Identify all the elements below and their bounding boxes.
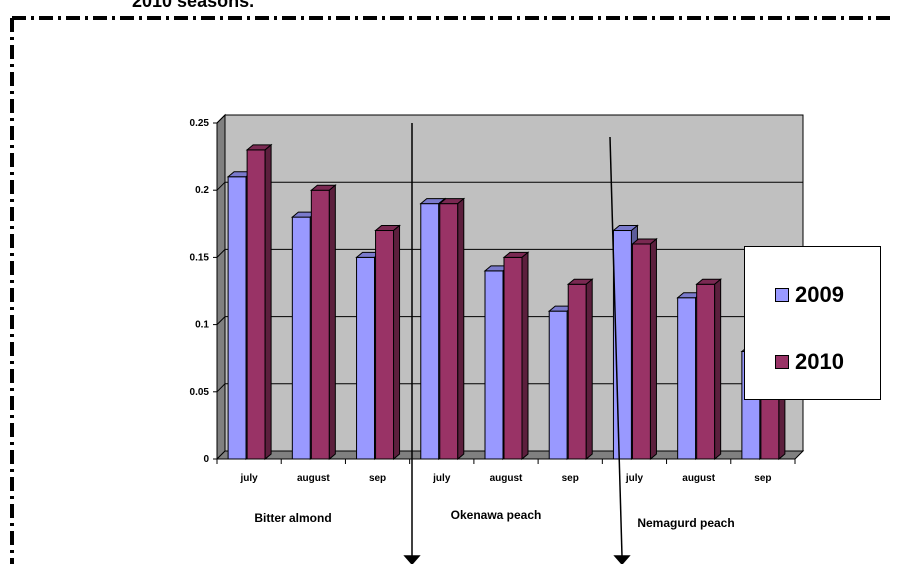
x-tick-label: july: [239, 473, 258, 484]
x-tick-label: sep: [369, 473, 386, 484]
chart-frame: [10, 16, 892, 564]
bar-front: [484, 270, 504, 460]
bar-2010-1: [309, 184, 337, 461]
bar-front: [439, 203, 459, 460]
bar-front: [567, 283, 587, 460]
group-label: Bitter almond: [254, 511, 331, 525]
divider-arrowhead-1: [403, 555, 421, 564]
bar-front: [375, 230, 395, 460]
bar-2010-4: [502, 251, 530, 461]
y-axis: 0 0.05 0.1 0.15 0.2 0.25: [190, 118, 218, 465]
bar-side: [714, 278, 722, 461]
y-tick-label: 0: [203, 454, 209, 465]
y-tick-label: 0.1: [195, 320, 209, 331]
divider-arrowhead-2: [613, 555, 631, 564]
legend-item-2009: 2009: [775, 280, 844, 310]
bar-2010-6: [631, 237, 658, 461]
bar-side: [457, 197, 465, 461]
group-label: Nemagurd peach: [637, 516, 734, 530]
bar-front: [677, 297, 697, 460]
bar-front: [246, 149, 266, 460]
bar-2010-5: [566, 278, 594, 461]
bar-side: [521, 251, 529, 461]
bar-side: [649, 237, 657, 461]
group-labels: Bitter almond Okenawa peach Nemagurd peach: [254, 508, 734, 530]
bar-front: [420, 203, 440, 460]
x-tick-label: august: [297, 473, 330, 484]
bar-2010-0: [245, 143, 273, 461]
bar-side: [585, 278, 593, 461]
bar-front: [227, 176, 247, 460]
gridline: [216, 316, 803, 325]
gridlines: [216, 114, 803, 393]
bar-side: [328, 184, 336, 461]
x-tick-label: sep: [562, 473, 579, 484]
x-tick-label: august: [682, 473, 715, 484]
gridline: [216, 181, 803, 191]
annotation-arrows: [403, 123, 631, 564]
divider-arrow-2: [609, 136, 623, 557]
gridline: [216, 248, 803, 258]
y-tick-label: 0.2: [195, 185, 209, 196]
bar-front: [503, 256, 523, 460]
bar-front: [310, 189, 330, 460]
y-tick-label: 0.15: [190, 252, 210, 263]
bar-front: [291, 216, 311, 460]
bar-2010-3: [438, 197, 466, 461]
legend-label-2010: 2010: [795, 349, 844, 374]
bar-side: [393, 224, 401, 461]
bar-front: [631, 243, 651, 460]
legend-label-2009: 2009: [795, 282, 844, 307]
bar-2010-2: [374, 224, 401, 461]
y-tick-label: 0.25: [190, 118, 210, 129]
gridline: [216, 114, 803, 124]
x-tick-label: july: [625, 473, 644, 484]
bar-front: [356, 256, 376, 460]
bar-front: [696, 283, 716, 460]
x-axis: july august sep july august sep july august sep: [216, 458, 796, 484]
x-tick-label: sep: [754, 473, 771, 484]
group-label: Okenawa peach: [451, 508, 542, 522]
y-tick-label: 0.05: [190, 387, 210, 398]
x-tick-label: july: [432, 473, 451, 484]
bar-2010-7: [695, 278, 723, 461]
gridline: [216, 383, 803, 393]
figure-caption: 2010 seasons.: [132, 0, 255, 11]
legend: 2009 2010: [744, 246, 881, 400]
legend-item-2010: 2010: [775, 347, 844, 377]
legend-swatch-2010: [775, 355, 789, 369]
x-tick-label: august: [490, 473, 523, 484]
side-wall: [216, 113, 226, 461]
bar-front: [548, 310, 568, 460]
legend-swatch-2009: [775, 288, 789, 302]
bar-side: [264, 143, 272, 461]
